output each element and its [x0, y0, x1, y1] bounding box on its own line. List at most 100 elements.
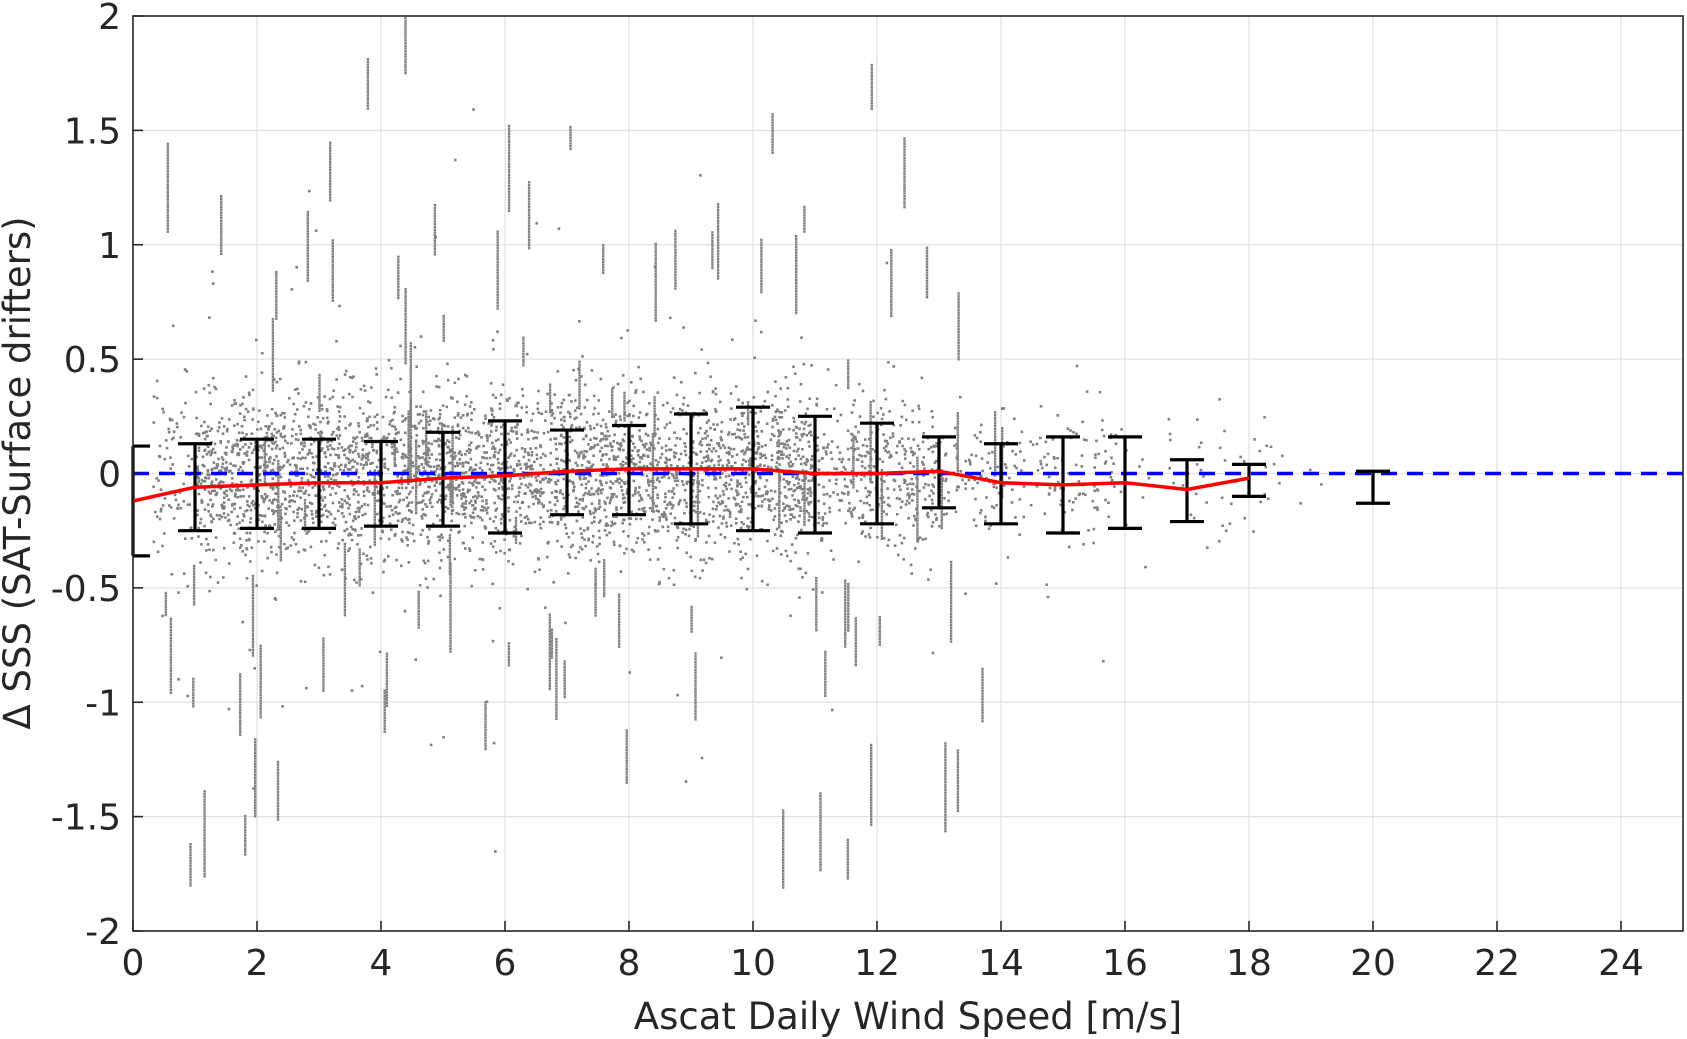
scatter-point: [912, 438, 915, 441]
scatter-point: [679, 499, 682, 502]
scatter-point: [226, 513, 230, 517]
scatter-point: [685, 505, 688, 508]
scatter-point: [725, 525, 729, 528]
scatter-point: [450, 512, 454, 516]
scatter-point: [544, 606, 547, 609]
scatter-point: [605, 453, 608, 456]
scatter-point: [584, 434, 588, 437]
scatter-point: [382, 435, 386, 438]
scatter-point: [200, 499, 203, 502]
scatter-point: [329, 493, 332, 496]
scatter-point: [592, 520, 596, 523]
scatter-point: [900, 500, 904, 503]
scatter-point: [654, 267, 657, 270]
scatter-point: [615, 515, 618, 518]
scatter-point: [476, 496, 479, 500]
scatter-point: [626, 488, 629, 491]
scatter-point: [758, 487, 761, 491]
scatter-point: [189, 878, 192, 882]
scatter-point: [681, 465, 685, 468]
scatter-point: [244, 836, 247, 840]
scatter-point: [454, 158, 457, 162]
scatter-point: [733, 432, 736, 436]
scatter-point: [652, 510, 655, 513]
scatter-point: [385, 685, 389, 688]
scatter-point: [527, 458, 531, 462]
scatter-point: [707, 458, 710, 462]
scatter-point: [782, 847, 785, 851]
scatter-point: [231, 504, 234, 507]
scatter-point: [472, 108, 475, 111]
scatter-point: [825, 522, 828, 525]
scatter-point: [236, 451, 240, 455]
scatter-point: [418, 456, 422, 460]
scatter-point: [265, 431, 269, 435]
scatter-point: [612, 455, 616, 458]
scatter-point: [710, 450, 714, 453]
scatter-point: [680, 380, 683, 384]
scatter-point: [501, 494, 505, 497]
scatter-point: [838, 457, 841, 461]
scatter-point: [203, 448, 207, 452]
scatter-point: [766, 583, 769, 587]
scatter-point: [422, 466, 425, 470]
scatter-point: [717, 444, 721, 447]
scatter-point: [925, 293, 929, 296]
scatter-point: [500, 485, 504, 489]
scatter-point: [695, 453, 699, 456]
scatter-point: [835, 478, 838, 481]
scatter-point: [911, 499, 914, 502]
scatter-point: [225, 489, 228, 493]
scatter-point: [685, 501, 688, 505]
scatter-point: [387, 358, 391, 362]
scatter-point: [721, 464, 725, 467]
scatter-point: [438, 413, 442, 416]
scatter-point: [226, 427, 229, 431]
scatter-point: [679, 452, 683, 456]
scatter-point: [523, 516, 527, 519]
scatter-point: [770, 466, 773, 470]
scatter-point: [560, 518, 563, 521]
scatter-point: [294, 432, 298, 436]
scatter-point: [625, 778, 628, 782]
scatter-point: [947, 499, 950, 503]
scatter-point: [244, 845, 247, 848]
scatter-point: [632, 550, 635, 553]
scatter-point: [473, 506, 477, 510]
scatter-point: [702, 512, 706, 515]
scatter-point: [927, 515, 930, 519]
scatter-point: [870, 765, 873, 769]
scatter-point: [408, 509, 411, 512]
scatter-point: [514, 519, 518, 522]
scatter-point: [196, 475, 200, 478]
scatter-point: [220, 456, 224, 459]
scatter-point: [798, 427, 801, 431]
scatter-point: [240, 425, 244, 428]
scatter-point: [393, 506, 397, 510]
scatter-point: [488, 480, 492, 484]
scatter-point: [329, 512, 333, 516]
scatter-point: [348, 532, 351, 535]
scatter-point: [404, 359, 407, 362]
scatter-point: [887, 538, 891, 542]
scatter-point: [579, 474, 582, 478]
scatter-point: [422, 426, 425, 430]
scatter-point: [356, 462, 359, 465]
scatter-point: [494, 396, 497, 399]
scatter-point: [757, 442, 761, 446]
scatter-point: [782, 875, 785, 878]
scatter-point: [1010, 501, 1014, 504]
scatter-point: [1243, 516, 1247, 520]
scatter-point: [846, 485, 849, 489]
scatter-point: [745, 448, 748, 451]
scatter-point: [707, 456, 710, 460]
scatter-point: [642, 390, 645, 394]
scatter-point: [554, 496, 557, 499]
scatter-point: [647, 548, 650, 551]
scatter-point: [466, 488, 470, 492]
scatter-point: [633, 464, 636, 467]
scatter-point: [608, 410, 611, 413]
scatter-point: [903, 478, 906, 482]
scatter-point: [574, 496, 578, 500]
scatter-point: [709, 439, 713, 442]
